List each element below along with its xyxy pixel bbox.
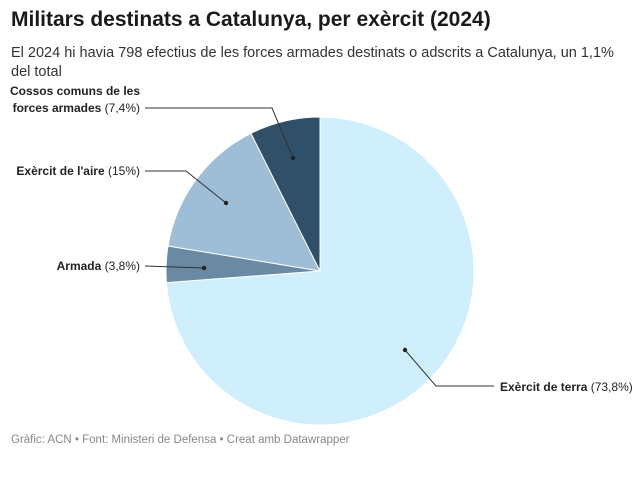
leader-dot-2: [223, 200, 229, 206]
leader-line-3: [145, 107, 294, 159]
slice-label-3: Cossos comuns de les forces armades (7,4%…: [10, 84, 140, 115]
slice-label-2: Exèrcit de l'aire (15%): [16, 164, 140, 178]
leader-dot-3: [290, 155, 296, 161]
leader-line-0: [404, 349, 494, 387]
pie-slice-2: [167, 132, 321, 272]
chart-title: Militars destinats a Catalunya, per exèr…: [11, 8, 491, 31]
slice-label-1: Armada (3,8%): [57, 259, 140, 273]
leader-line-1: [144, 265, 205, 269]
leader-dot-1: [201, 265, 207, 271]
pie-slice-3: [250, 116, 321, 272]
chart-footer: Gràfic: ACN • Font: Ministeri de Defensa…: [11, 434, 350, 446]
leader-line-2: [145, 170, 227, 204]
leader-dot-0: [402, 347, 408, 353]
slice-label-0: Exèrcit de terra (73,8%): [500, 380, 633, 394]
chart-subtitle: El 2024 hi havia 798 efectius de les for…: [11, 45, 614, 80]
